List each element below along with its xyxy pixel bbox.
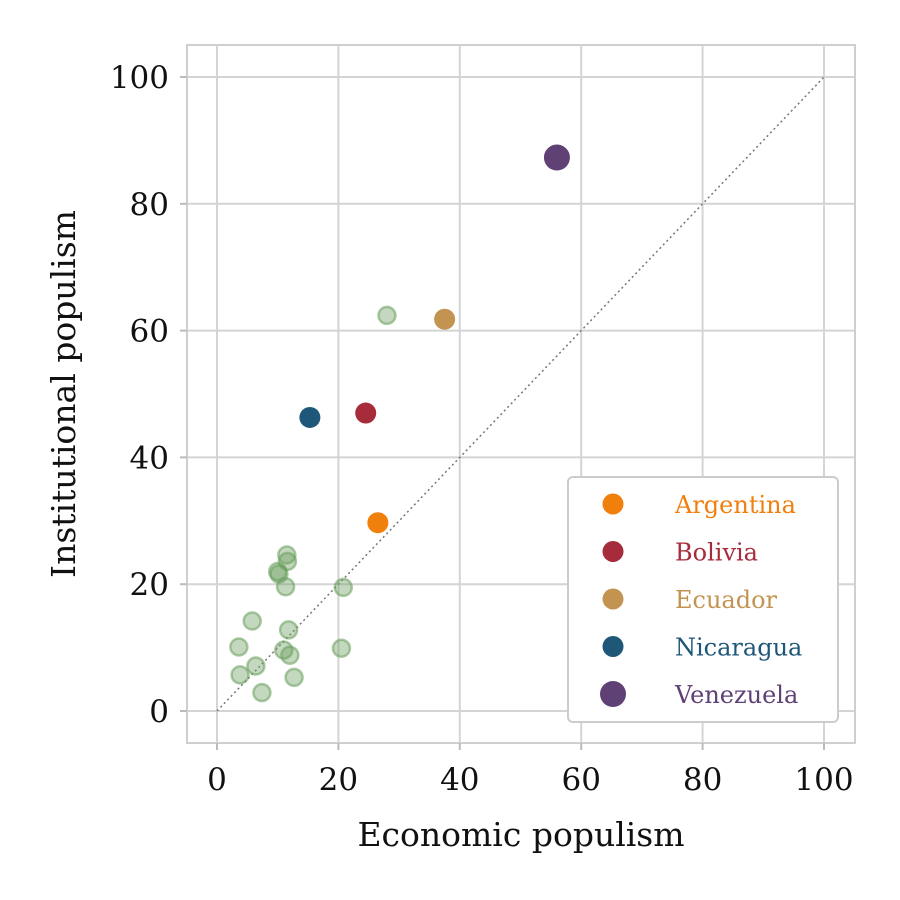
data-point-other	[284, 667, 304, 688]
data-point-ecuador	[434, 308, 456, 330]
highlighted-countries-points	[299, 144, 570, 534]
data-point-other	[333, 577, 354, 598]
legend-marker-ecuador	[602, 588, 624, 610]
legend-marker-bolivia	[602, 541, 624, 562]
legend-box	[567, 476, 839, 723]
legend-marker-venezuela	[600, 681, 626, 707]
legend: Argentina Bolivia Ecuador Nicaragua Venezuel…	[567, 476, 839, 723]
data-point-argentina	[367, 512, 389, 534]
legend-marker-argentina	[602, 493, 624, 515]
data-point-other	[275, 576, 296, 597]
legend-label-venezuela: Venezuela	[674, 681, 798, 709]
y-tick-label: 60	[130, 314, 169, 350]
data-point-other	[331, 638, 352, 658]
x-tick-label: 100	[794, 762, 853, 798]
y-tick-label: 20	[130, 567, 169, 603]
x-tick-label: 40	[440, 762, 479, 798]
data-point-other	[377, 305, 397, 326]
data-point-other	[246, 656, 266, 676]
data-point-other	[229, 637, 249, 657]
y-tick-label: 100	[110, 60, 169, 96]
data-point-nicaragua	[299, 406, 321, 428]
legend-items: Argentina Bolivia Ecuador Nicaragua Venezuel…	[600, 491, 802, 709]
y-axis-title: Institutional populism	[44, 210, 83, 578]
legend-label-nicaragua: Nicaragua	[675, 634, 802, 662]
y-tick-label: 40	[130, 440, 169, 476]
x-tick-label: 20	[319, 762, 358, 798]
legend-label-ecuador: Ecuador	[675, 586, 778, 614]
x-tick-label: 0	[207, 762, 227, 798]
data-point-other	[278, 620, 299, 640]
data-point-other	[252, 682, 272, 703]
data-point-bolivia	[355, 402, 377, 424]
legend-label-argentina: Argentina	[674, 491, 796, 519]
data-point-other	[242, 611, 262, 631]
data-point-other	[277, 545, 297, 565]
y-tick-label: 80	[130, 187, 169, 223]
reference-diagonal-line	[216, 76, 825, 712]
legend-marker-nicaragua	[602, 636, 624, 657]
data-point-venezuela	[543, 144, 570, 171]
x-axis-title: Economic populism	[357, 815, 684, 854]
y-tick-label: 0	[149, 694, 169, 730]
other-countries-points	[229, 305, 397, 703]
tick-labels: 0 20 40 60 80 100 0 20 40 60 80 100	[110, 60, 854, 798]
data-point-other	[280, 645, 300, 665]
data-point-other	[230, 665, 250, 685]
x-tick-label: 80	[683, 762, 722, 798]
x-tick-label: 60	[561, 762, 600, 798]
legend-label-bolivia: Bolivia	[675, 539, 758, 567]
